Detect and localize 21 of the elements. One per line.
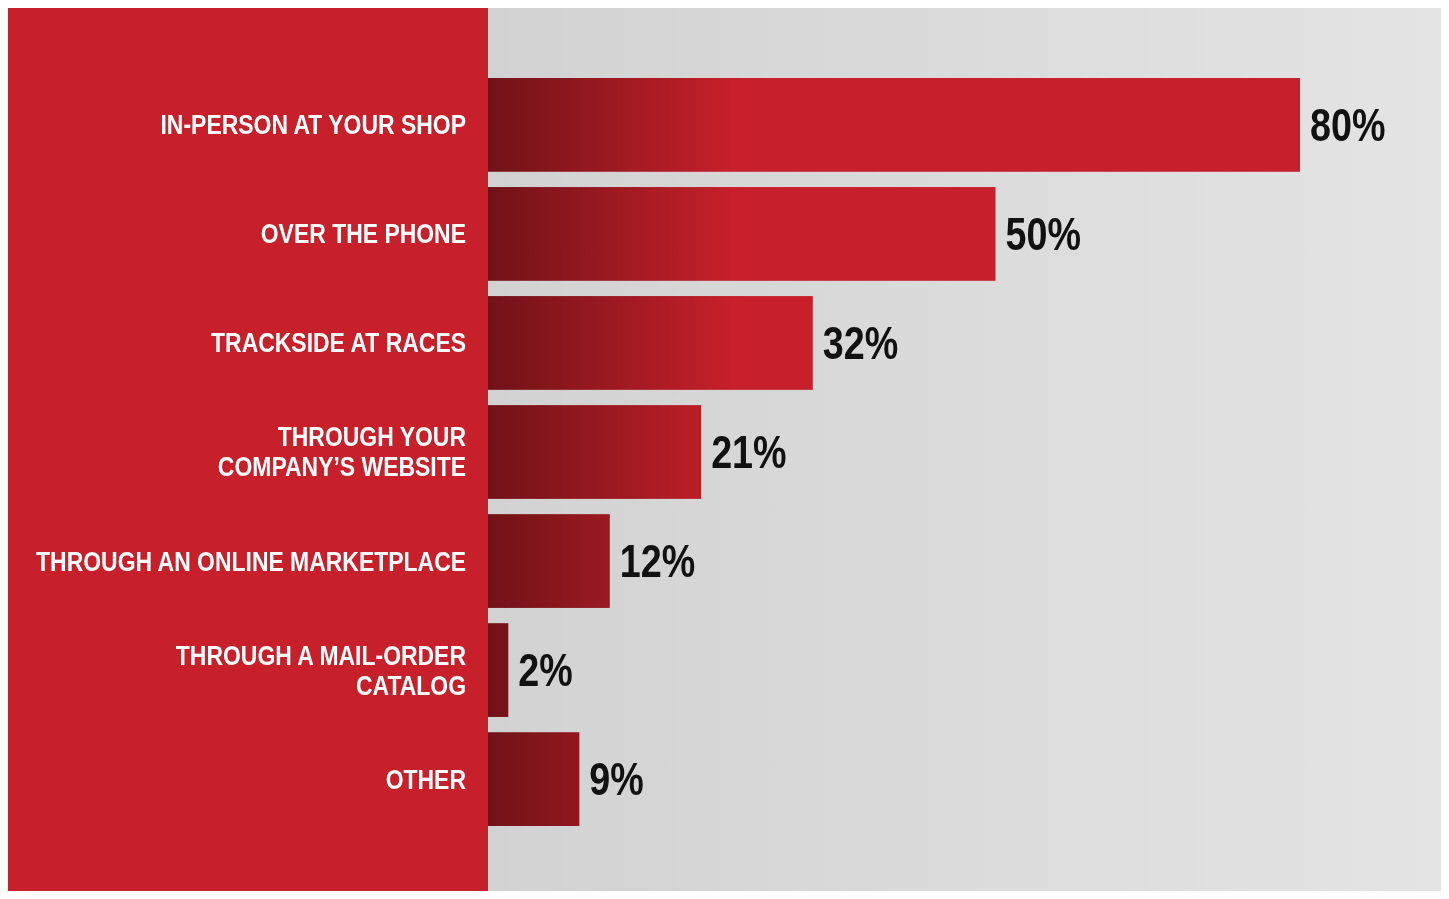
bar: [488, 187, 996, 281]
bar: [488, 732, 580, 826]
y-tick-label: TRACKSIDE AT RACES: [211, 327, 466, 358]
bar: [488, 514, 610, 608]
data-label: 2%: [518, 644, 573, 697]
data-label: 9%: [589, 753, 644, 806]
data-label: 32%: [822, 317, 899, 369]
data-label: 80%: [1310, 99, 1386, 151]
data-label: 21%: [711, 426, 787, 478]
y-tick-label: IN-PERSON AT YOUR SHOP: [160, 109, 466, 140]
y-tick-label: THROUGH AN ONLINE MARKETPLACE: [36, 545, 466, 576]
y-tick-label: OTHER: [385, 763, 466, 794]
y-tick-label: OVER THE PHONE: [260, 218, 466, 249]
y-tick-label: THROUGH A MAIL-ORDER CATALOG: [175, 639, 466, 700]
y-tick-label: THROUGH YOUR COMPANY’S WEBSITE: [217, 421, 466, 482]
data-label: 50%: [1005, 208, 1081, 260]
bar: [488, 78, 1300, 172]
data-label: 12%: [619, 535, 696, 587]
bar: [488, 405, 702, 499]
bar: [488, 623, 509, 717]
bar: [488, 296, 813, 390]
